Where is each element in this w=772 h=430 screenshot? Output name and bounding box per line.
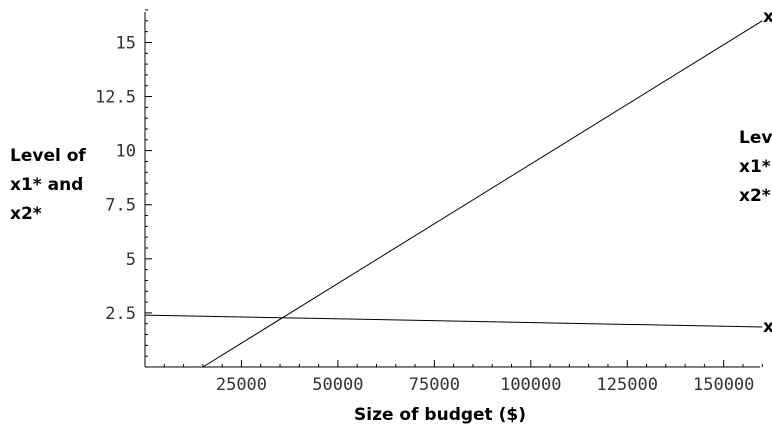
x-tick-label: 150000 xyxy=(693,375,754,395)
right-label-line-3: x2* xyxy=(739,186,771,206)
series-1-label: x xyxy=(763,7,772,27)
ticks xyxy=(145,9,763,367)
right-label-line-2: x1* xyxy=(739,157,771,177)
y-tick-label: 2.5 xyxy=(105,304,136,324)
y-tick-label: 12.5 xyxy=(95,88,136,108)
y-tick-label: 7.5 xyxy=(105,196,136,216)
y-axis-title-line-2: x1* and xyxy=(10,175,83,195)
y-tick-label: 15 xyxy=(116,33,136,53)
series-2-label: x xyxy=(763,317,772,337)
y-tick-label: 10 xyxy=(116,142,136,162)
x-tick-label: 100000 xyxy=(500,375,561,395)
series-1-line xyxy=(202,20,763,368)
x-tick-label: 75000 xyxy=(409,375,460,395)
y-tick-label: 5 xyxy=(126,250,136,270)
axes: 2.5 5 7.5 10 12.5 15 25000 50000 75000 100000 1250… xyxy=(95,9,763,395)
right-label-line-1: Lev xyxy=(739,128,772,148)
x-tick-label: 25000 xyxy=(216,375,267,395)
series-2-line xyxy=(144,314,763,328)
series-layer xyxy=(144,20,763,368)
x-tick-label: 50000 xyxy=(312,375,363,395)
x-axis-title: Size of budget ($) xyxy=(354,405,526,425)
tick-labels: 2.5 5 7.5 10 12.5 15 25000 50000 75000 100000 1250… xyxy=(95,33,754,395)
y-axis-title-line-1: Level of xyxy=(10,146,86,166)
x-tick-label: 125000 xyxy=(597,375,658,395)
y-axis-title-line-3: x2* xyxy=(10,204,42,224)
